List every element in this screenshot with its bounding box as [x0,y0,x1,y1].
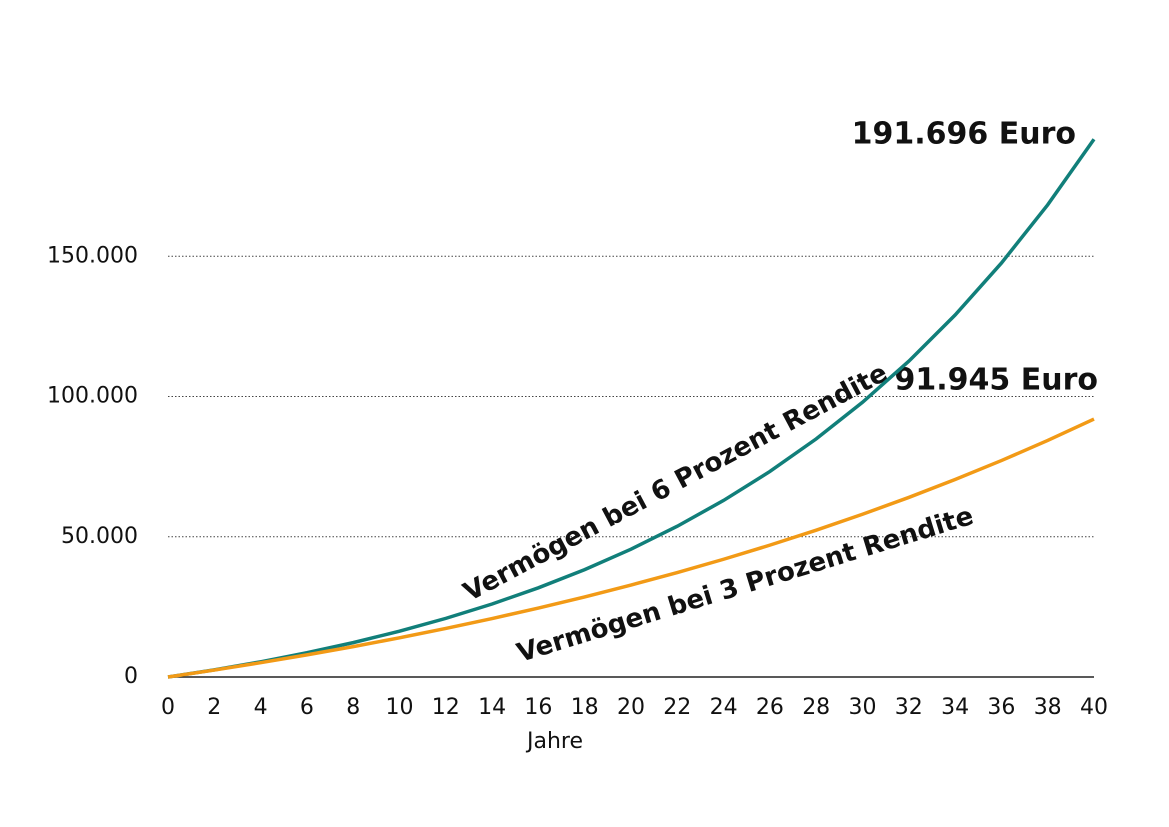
data-line [167,138,1096,679]
data-line [167,417,1095,679]
x-axis-label: Jahre [525,729,583,754]
x-tick-label: 26 [756,695,784,720]
x-tick-label: 0 [161,695,175,720]
x-tick-label: 20 [617,695,645,720]
x-tick-label: 8 [346,695,360,720]
x-tick-label: 10 [386,695,414,720]
x-tick-label: 30 [849,695,877,720]
y-tick-label: 0 [124,664,138,689]
x-tick-label: 12 [432,695,460,720]
y-tick-label: 100.000 [47,384,138,409]
x-tick-label: 36 [987,695,1015,720]
x-tick-label: 2 [207,695,221,720]
x-tick-label: 22 [663,695,691,720]
x-tick-label: 18 [571,695,599,720]
x-tick-label: 40 [1080,695,1108,720]
x-tick-label: 34 [941,695,969,720]
x-tick-label: 6 [300,695,314,720]
x-tick-label: 24 [710,695,738,720]
x-tick-label: 28 [802,695,830,720]
y-tick-label: 150.000 [47,243,138,268]
x-tick-label: 14 [478,695,506,720]
annotation: 191.696 Euro [852,117,1076,152]
annotation: 91.945 Euro [895,363,1098,398]
x-tick-label: 32 [895,695,923,720]
y-tick-label: 50.000 [61,524,138,549]
x-tick-label: 38 [1034,695,1062,720]
x-tick-label: 16 [524,695,552,720]
x-tick-label: 4 [254,695,268,720]
